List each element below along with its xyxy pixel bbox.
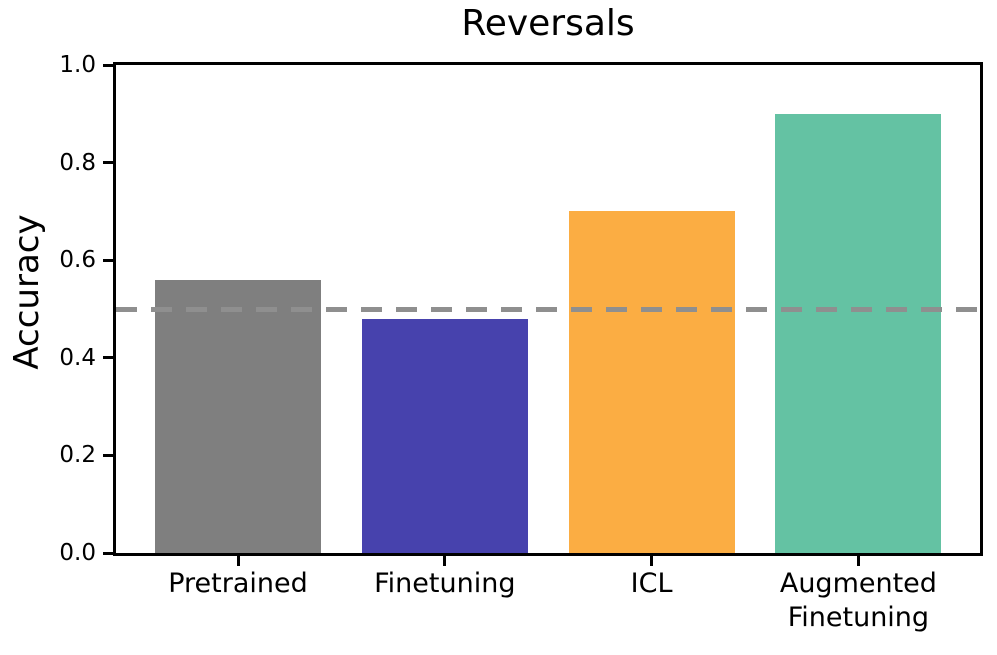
x-tick-mark xyxy=(236,556,240,566)
y-tick-label: 0.6 xyxy=(59,247,96,274)
reference-line xyxy=(116,306,980,312)
x-tick-mark xyxy=(856,556,860,566)
y-tick-mark xyxy=(103,161,113,165)
plot-area: 0.0 0.2 0.4 0.6 0.8 1.0 Pretrained Finetuning IC… xyxy=(59,52,983,633)
y-tick-label: 0.2 xyxy=(59,442,96,469)
x-tick-mark xyxy=(650,556,654,566)
y-tick-label: 0.8 xyxy=(59,149,96,176)
bar-pretrained xyxy=(155,280,321,553)
x-tick-label: Augmented Finetuning xyxy=(779,568,937,633)
x-tick-mark xyxy=(443,556,447,566)
y-tick-label: 1.0 xyxy=(59,52,96,78)
y-tick-mark xyxy=(103,258,113,262)
y-tick-label: 0.4 xyxy=(59,344,96,371)
bar-finetuning xyxy=(361,319,528,553)
y-tick-mark xyxy=(103,356,113,360)
x-tick-label: Pretrained xyxy=(168,568,308,599)
y-tick-mark xyxy=(103,453,113,457)
x-tick-label: Finetuning xyxy=(374,568,516,599)
x-tick-label: ICL xyxy=(630,568,673,599)
chart-title: Reversals xyxy=(461,3,635,44)
y-tick-mark xyxy=(103,63,113,67)
bar-icl xyxy=(568,211,735,553)
bar-augmented-finetuning xyxy=(775,114,942,553)
y-tick-label: 0.0 xyxy=(59,540,96,566)
y-tick-mark xyxy=(103,551,113,555)
